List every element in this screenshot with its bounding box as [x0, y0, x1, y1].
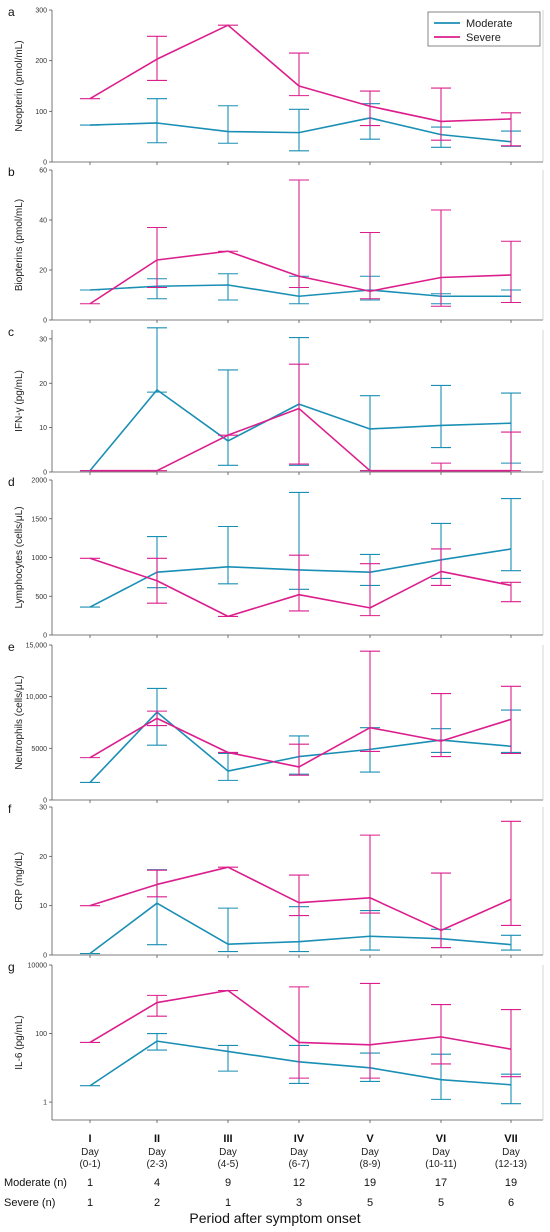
series-line-severe-g	[89, 989, 512, 1050]
period-numeral: II	[153, 1133, 161, 1145]
severe-count-label: Severe (n)	[4, 1197, 56, 1209]
severe-count: 1	[224, 1197, 232, 1209]
y-tick-label-f: 10	[39, 903, 47, 910]
period-day-range: (6-7)	[288, 1159, 310, 1170]
series-line-moderate-e	[89, 711, 512, 783]
moderate-count-label: Moderate (n)	[4, 1177, 67, 1189]
period-numeral: VI	[435, 1133, 447, 1145]
series-line-moderate-f	[89, 902, 512, 955]
y-tick-label-e: 15,000	[26, 643, 48, 650]
legend-box	[427, 11, 541, 47]
legend-label-moderate: Moderate	[466, 18, 512, 30]
period-numeral: V	[366, 1133, 374, 1145]
legend-label-severe: Severe	[466, 32, 501, 44]
y-axis-label-c: IFN-γ (pg/mL)	[14, 370, 25, 432]
y-tick-label-e: 5000	[31, 746, 47, 753]
series-line-moderate-b	[89, 284, 511, 298]
y-tick-label-c: 20	[39, 381, 47, 388]
y-tick-label-d: 0	[43, 633, 47, 640]
period-day-label: Day	[432, 1147, 450, 1158]
period-numeral: I	[88, 1133, 92, 1145]
period-numeral: IV	[293, 1133, 305, 1145]
period-day-range: (4-5)	[217, 1159, 239, 1170]
y-tick-label-c: 10	[39, 425, 47, 432]
period-day-range: (10-11)	[425, 1159, 457, 1170]
severe-count: 3	[295, 1197, 303, 1209]
y-tick-label-a: 300	[35, 8, 47, 15]
panel-letter-c: c	[8, 325, 14, 339]
severe-count: 5	[366, 1197, 374, 1209]
period-day-label: Day	[290, 1147, 308, 1158]
series-line-moderate-c	[89, 389, 512, 472]
y-tick-label-e: 0	[43, 798, 47, 805]
y-tick-label-c: 30	[39, 336, 47, 343]
y-tick-label-f: 30	[39, 805, 47, 812]
y-tick-label-d: 1500	[31, 516, 47, 523]
y-tick-label-f: 20	[39, 854, 47, 861]
y-tick-label-g: 100	[35, 1031, 47, 1038]
period-numeral: III	[223, 1133, 233, 1145]
y-tick-label-d: 2000	[31, 478, 47, 485]
period-day-range: (8-9)	[359, 1159, 381, 1170]
y-tick-label-b: 20	[39, 268, 47, 275]
period-axis: I Day (0-1) 1 1 II Day (2-3) 4 2 III Day (4-5) 9 1 IV Da…	[0, 1125, 550, 1232]
severe-count: 6	[507, 1197, 515, 1209]
y-tick-label-e: 10,000	[26, 694, 48, 701]
severe-count: 2	[153, 1197, 161, 1209]
y-tick-label-c: 0	[43, 470, 47, 477]
y-tick-label-g: 1	[43, 1100, 47, 1107]
period-day-range: (2-3)	[146, 1159, 168, 1170]
period-day-label: Day	[81, 1147, 99, 1158]
y-axis-label-g: IL-6 (pg/mL)	[14, 1015, 25, 1069]
period-day-range: (12-13)	[494, 1159, 528, 1170]
panel-letter-d: d	[8, 475, 15, 489]
severe-count: 5	[437, 1197, 445, 1209]
y-axis-label-b: Biopterins (pmol/mL)	[14, 199, 25, 291]
period-day-label: Day	[219, 1147, 237, 1158]
y-axis-label-e: Neutrophils (cells/μL)	[14, 675, 25, 769]
y-axis-label-a: Neopterin (pmol/mL)	[14, 40, 25, 131]
panel-letter-e: e	[8, 640, 15, 654]
y-axis-label-d: Lymphocytes (cells/μL)	[14, 506, 25, 608]
y-tick-label-d: 1000	[31, 555, 47, 562]
y-tick-label-d: 500	[35, 594, 47, 601]
period-day-label: Day	[148, 1147, 166, 1158]
period-numeral: VII	[504, 1133, 518, 1145]
panel-letter-g: g	[8, 960, 15, 974]
panel-letter-a: a	[8, 5, 15, 19]
y-tick-label-b: 60	[39, 168, 47, 175]
moderate-count: 19	[504, 1177, 518, 1189]
x-axis-title: Period after symptom onset	[189, 1210, 361, 1226]
period-day-range: (0-1)	[79, 1159, 101, 1170]
y-tick-label-a: 100	[35, 109, 47, 116]
moderate-count: 12	[292, 1177, 306, 1189]
y-tick-label-b: 0	[43, 318, 47, 325]
y-tick-label-b: 40	[39, 218, 47, 225]
period-day-label: Day	[361, 1147, 379, 1158]
severe-count: 1	[86, 1197, 94, 1209]
panel-letter-b: b	[8, 165, 15, 179]
y-tick-label-a: 0	[43, 160, 47, 167]
y-tick-label-g: 10000	[28, 963, 48, 970]
y-tick-label-f: 0	[43, 953, 47, 960]
moderate-count: 9	[224, 1177, 232, 1189]
period-day-label: Day	[502, 1147, 520, 1158]
moderate-count: 1	[86, 1177, 94, 1189]
series-line-severe-f	[89, 866, 512, 932]
moderate-count: 17	[434, 1177, 448, 1189]
moderate-count: 19	[363, 1177, 377, 1189]
panel-letter-f: f	[8, 802, 12, 816]
y-axis-label-f: CRP (mg/dL)	[14, 852, 25, 910]
moderate-count: 4	[153, 1177, 161, 1189]
series-line-severe-c	[90, 407, 511, 472]
y-tick-label-a: 200	[35, 58, 47, 65]
